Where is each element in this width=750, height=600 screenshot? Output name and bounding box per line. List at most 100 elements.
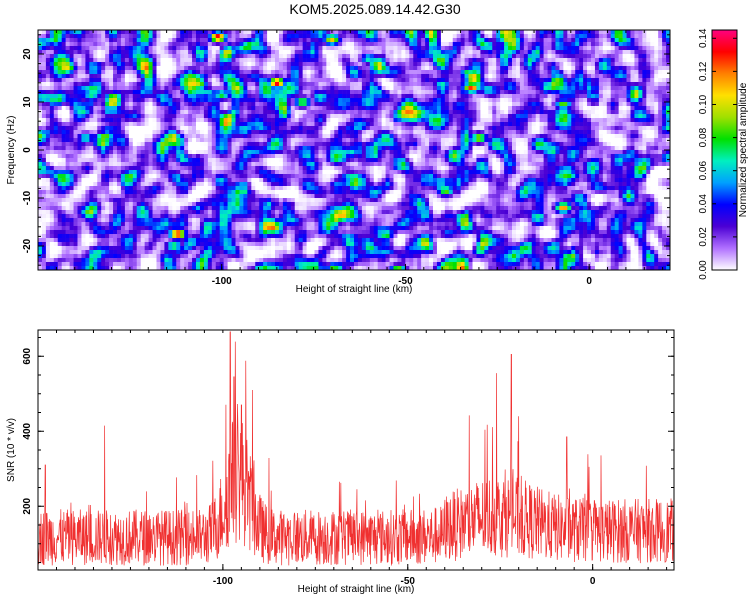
- heatmap-cell: [89, 94, 94, 99]
- heatmap-cell: [519, 134, 525, 139]
- heatmap-cell: [184, 110, 189, 115]
- heatmap-cell: [65, 142, 70, 147]
- heatmap-cell: [278, 150, 284, 155]
- heatmap-cell: [227, 102, 232, 107]
- heatmap-cell: [77, 46, 82, 51]
- heatmap-cell: [393, 150, 398, 155]
- heatmap-cell: [598, 78, 604, 83]
- heatmap-cell: [192, 110, 197, 115]
- heatmap-cell: [290, 146, 296, 151]
- heatmap-cell: [425, 98, 430, 103]
- heatmap-cell: [417, 110, 422, 115]
- heatmap-cell: [594, 122, 600, 127]
- heatmap-cell: [571, 102, 576, 107]
- heatmap-cell: [622, 42, 627, 47]
- heatmap-cell: [271, 82, 276, 87]
- heatmap-cell: [543, 90, 548, 95]
- heatmap-cell: [464, 134, 469, 139]
- heatmap-cell: [658, 134, 663, 139]
- heatmap-cell: [594, 78, 600, 83]
- heatmap-cell: [255, 86, 260, 91]
- heatmap-cell: [223, 38, 228, 43]
- heatmap-cell: [81, 118, 86, 123]
- heatmap-cell: [365, 34, 371, 39]
- heatmap-cell: [255, 62, 260, 67]
- heatmap-cell: [417, 130, 422, 135]
- heatmap-cell: [508, 34, 513, 39]
- heatmap-cell: [156, 106, 161, 111]
- heatmap-cell: [192, 102, 197, 107]
- heatmap-cell: [413, 146, 418, 151]
- heatmap-cell: [500, 86, 505, 91]
- heatmap-cell: [207, 146, 213, 151]
- heatmap-cell: [172, 114, 177, 119]
- heatmap-cell: [555, 34, 560, 39]
- heatmap-cell: [468, 34, 473, 39]
- heatmap-cell: [235, 126, 240, 131]
- heatmap-cell: [488, 118, 493, 123]
- heatmap-cell: [452, 86, 457, 91]
- heatmap-cell: [156, 146, 161, 151]
- heatmap-cell: [476, 114, 481, 119]
- heatmap-cell: [330, 98, 335, 103]
- heatmap-cell: [334, 130, 339, 135]
- heatmap-cell: [433, 146, 438, 151]
- heatmap-cell: [38, 142, 43, 147]
- heatmap-cell: [113, 46, 118, 51]
- heatmap-cell: [369, 118, 375, 123]
- heatmap-cell: [373, 122, 378, 127]
- heatmap-cell: [436, 98, 442, 103]
- heatmap-cell: [365, 94, 371, 99]
- heatmap-cell: [243, 34, 248, 39]
- heatmap-cell: [148, 30, 153, 35]
- heatmap-cell: [77, 106, 82, 111]
- heatmap-cell: [634, 106, 639, 111]
- heatmap-cell: [57, 54, 62, 59]
- heatmap-cell: [227, 34, 232, 39]
- heatmap-cell: [164, 118, 169, 123]
- heatmap-cell: [377, 54, 382, 59]
- heatmap-cell: [579, 146, 584, 151]
- heatmap-cell: [472, 50, 477, 55]
- heatmap-cell: [476, 74, 481, 79]
- heatmap-cell: [350, 98, 355, 103]
- heatmap-cell: [65, 118, 70, 123]
- heatmap-cell: [484, 58, 489, 63]
- heatmap-cell: [128, 86, 134, 91]
- heatmap-cell: [547, 30, 552, 35]
- heatmap-cell: [306, 78, 311, 83]
- heatmap-cell: [45, 74, 51, 79]
- heatmap-cell: [97, 74, 102, 79]
- heatmap-cell: [401, 130, 406, 135]
- heatmap-cell: [101, 130, 106, 135]
- heatmap-cell: [630, 114, 635, 119]
- heatmap-cell: [417, 142, 422, 147]
- heatmap-cell: [460, 74, 465, 79]
- heatmap-cell: [417, 134, 422, 139]
- heatmap-cell: [630, 34, 635, 39]
- heatmap-cell: [563, 38, 568, 43]
- heatmap-cell: [128, 130, 134, 135]
- heatmap-cell: [199, 50, 205, 55]
- heatmap-cell: [247, 146, 252, 151]
- heatmap-cell: [93, 102, 98, 107]
- heatmap-cell: [77, 130, 82, 135]
- heatmap-cell: [350, 122, 355, 127]
- heatmap-cell: [132, 70, 138, 75]
- heatmap-cell: [504, 94, 509, 99]
- heatmap-cell: [101, 110, 106, 115]
- heatmap-cell: [488, 98, 493, 103]
- heatmap-cell: [401, 114, 406, 119]
- heatmap-cell: [38, 146, 43, 151]
- heatmap-cell: [373, 118, 378, 123]
- heatmap-cell: [140, 114, 145, 119]
- heatmap-cell: [618, 102, 623, 107]
- heatmap-cell: [144, 94, 149, 99]
- heatmap-cell: [468, 130, 473, 135]
- heatmap-cell: [350, 142, 355, 147]
- heatmap-cell: [259, 78, 264, 83]
- heatmap-cell: [551, 126, 556, 131]
- heatmap-cell: [243, 94, 248, 99]
- heatmap-cell: [286, 54, 292, 59]
- heatmap-cell: [433, 62, 438, 67]
